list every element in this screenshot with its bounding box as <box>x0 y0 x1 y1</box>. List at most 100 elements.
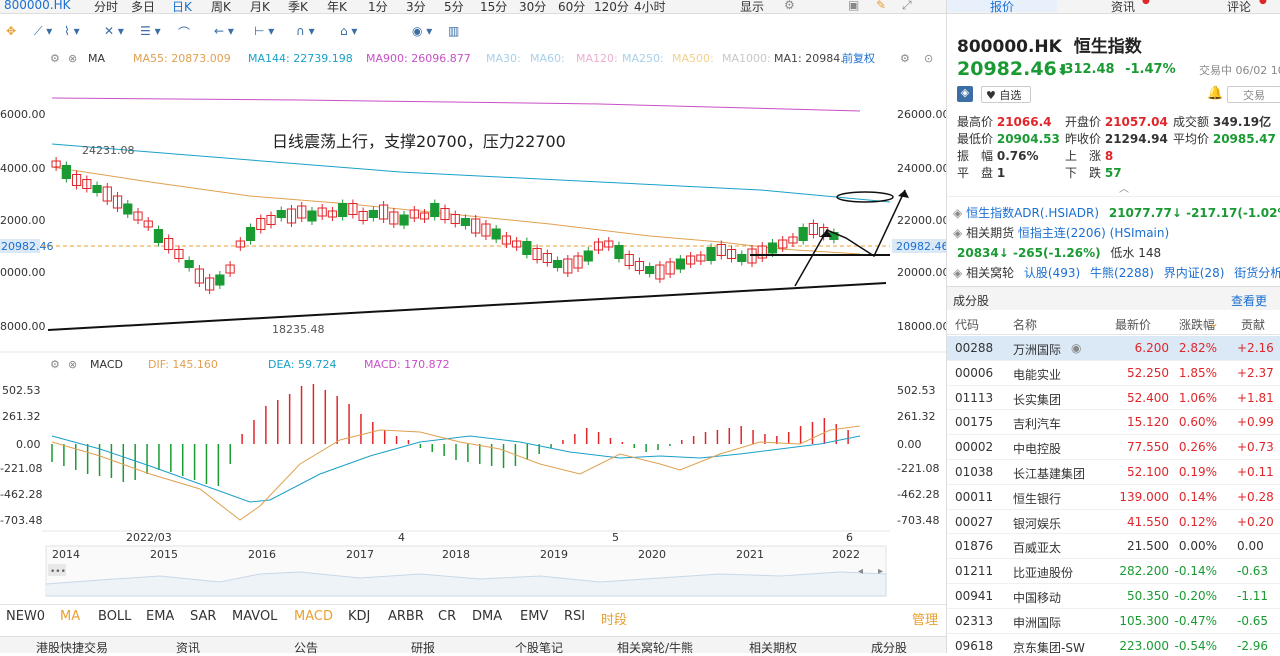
macd-close-icon[interactable]: ⊗ <box>68 358 77 371</box>
kline-chart[interactable]: ⚙ ⊗ MA MA55: 20873.009 MA144: 22739.198 … <box>0 44 950 604</box>
table-row[interactable]: 00011 恒生银行 139.000 0.14% +0.28 <box>947 485 1280 510</box>
period-30m[interactable]: 30分 <box>519 0 547 14</box>
ind-ma[interactable]: MA <box>60 609 81 624</box>
period-fen[interactable]: 分时 <box>94 0 119 14</box>
ind-kdj[interactable]: KDJ <box>348 609 371 624</box>
macd-type-label[interactable]: MACD <box>90 358 123 371</box>
bell-icon[interactable]: 🔔 <box>1207 86 1224 101</box>
period-1m[interactable]: 1分 <box>368 0 388 14</box>
footer-constituents[interactable]: 成分股 <box>871 641 908 655</box>
tab-quote[interactable]: 报价 <box>947 0 1057 14</box>
period-60m[interactable]: 60分 <box>558 0 586 14</box>
warrant-analysis-link[interactable]: 街货分析 <box>1234 266 1280 280</box>
futures-code[interactable]: (HSImain) <box>1109 226 1170 240</box>
macd-settings-icon[interactable]: ⚙ <box>50 358 60 371</box>
ray-tool-icon[interactable]: ⌇ ▾ <box>64 24 80 38</box>
eye-icon[interactable]: ◉ ▾ <box>412 24 433 38</box>
table-row[interactable]: 00175 吉利汽车 15.120 0.60% +0.99 <box>947 410 1280 436</box>
table-row[interactable]: 01211 比亚迪股份 282.200 -0.14% -0.63 <box>947 559 1280 584</box>
period-multi-day[interactable]: 多日 <box>131 0 156 14</box>
footer-research[interactable]: 研报 <box>411 641 436 655</box>
navigator-left-icon[interactable]: ◂ <box>858 566 863 577</box>
settings-icon[interactable]: ⚙ <box>784 0 795 12</box>
ind-boll[interactable]: BOLL <box>98 609 132 624</box>
ind-ema[interactable]: EMA <box>146 609 175 624</box>
ind-new0[interactable]: NEW0 <box>6 609 46 624</box>
footer-warrants[interactable]: 相关窝轮/牛熊 <box>617 641 694 655</box>
period-month-k[interactable]: 月K <box>250 0 270 14</box>
table-row[interactable]: 09618 京东集团-SW 223.000 -0.54% -2.96 <box>947 634 1280 653</box>
period-year-k[interactable]: 年K <box>327 0 347 14</box>
view-all-link[interactable]: 查看更 <box>1231 294 1268 308</box>
collapse-icon[interactable]: ︿ <box>1119 184 1129 195</box>
adr-code[interactable]: (.HSIADR) <box>1039 206 1100 220</box>
warrant-inline-link[interactable]: 界内证(28) <box>1163 266 1225 280</box>
footer-announcement[interactable]: 公告 <box>294 641 319 655</box>
table-row[interactable]: 01113 长实集团 52.400 1.06% +1.81 <box>947 386 1280 411</box>
table-row[interactable]: 00027 银河娱乐 41.550 0.12% +0.20 <box>947 510 1280 535</box>
shape-tool-icon[interactable]: ✕ ▾ <box>104 24 124 38</box>
eye-icon[interactable]: ◉ <box>1071 341 1082 355</box>
period-season-k[interactable]: 季K <box>288 0 308 14</box>
measure-icon[interactable]: ⊢ ▾ <box>254 24 275 38</box>
col-code[interactable]: 代码 <box>955 318 980 332</box>
table-row[interactable]: 01876 百威亚太 21.500 0.00% 0.00 <box>947 534 1280 560</box>
adr-link[interactable]: 恒生指数ADR <box>966 206 1040 220</box>
ind-period[interactable]: 时段 <box>601 613 628 628</box>
ind-dma[interactable]: DMA <box>472 609 503 624</box>
table-row[interactable]: 00002 中电控股 77.550 0.26% +0.73 <box>947 435 1280 460</box>
footer-options[interactable]: 相关期权 <box>749 641 798 655</box>
ind-macd[interactable]: MACD <box>294 609 333 624</box>
pencil-icon[interactable]: ✎ <box>876 0 887 12</box>
delete-icon[interactable]: ▥ <box>448 24 460 38</box>
period-3m[interactable]: 3分 <box>406 0 426 14</box>
legend-gear-icon[interactable]: ⚙ <box>900 52 910 65</box>
camera-icon[interactable]: ▣ <box>848 0 860 12</box>
trade-button[interactable]: 交易 <box>1227 86 1280 103</box>
tab-comments[interactable]: 评论 <box>1227 0 1252 14</box>
table-row[interactable]: 01038 长江基建集团 52.100 0.19% +0.11 <box>947 460 1280 485</box>
table-row[interactable]: 02313 申洲国际 105.300 -0.47% -0.65 <box>947 609 1280 634</box>
table-row[interactable]: 00941 中国移动 50.350 -0.20% -1.11 <box>947 584 1280 609</box>
col-change-pct[interactable]: 涨跌幅 <box>1179 318 1216 332</box>
footer-news[interactable]: 资讯 <box>176 641 201 655</box>
expand-icon[interactable]: ⤢ <box>902 0 912 12</box>
lock-icon[interactable]: ⌂ ▾ <box>340 24 358 38</box>
crosshair-icon[interactable]: ✥ <box>6 24 17 38</box>
table-row[interactable]: 00006 电能实业 52.250 1.85% +2.37 <box>947 361 1280 386</box>
legend-more-icon[interactable]: ⊙ <box>924 52 933 65</box>
tab-news[interactable]: 资讯 <box>1111 0 1136 14</box>
analysis-note[interactable]: 日线震荡上行，支撑20700，压力22700 <box>272 132 566 151</box>
watchlist-button[interactable]: ♥ 自选 <box>981 86 1031 103</box>
warrant-cbbc-link[interactable]: 牛熊(2288) <box>1090 266 1154 280</box>
footer-notes[interactable]: 个股笔记 <box>515 641 564 655</box>
period-120m[interactable]: 120分 <box>594 0 629 14</box>
period-5m[interactable]: 5分 <box>444 0 464 14</box>
legend-settings-icon[interactable]: ⚙ <box>50 52 60 65</box>
ind-arbr[interactable]: ARBR <box>388 609 424 624</box>
text-tool-icon[interactable]: ☰ ▾ <box>140 24 161 38</box>
col-price[interactable]: 最新价 <box>1115 318 1152 332</box>
ind-cr[interactable]: CR <box>438 609 457 624</box>
ind-sar[interactable]: SAR <box>190 609 217 624</box>
period-15m[interactable]: 15分 <box>480 0 508 14</box>
magnet-icon[interactable]: ∩ ▾ <box>296 24 315 38</box>
display-menu[interactable]: 显示 <box>740 0 765 14</box>
navigator-right-icon[interactable]: ▸ <box>878 566 883 577</box>
line-tool-icon[interactable]: ⟋ ▾ <box>34 24 53 38</box>
restore-right-button[interactable]: 前复权 <box>842 51 875 65</box>
col-name[interactable]: 名称 <box>1013 318 1038 332</box>
projection-arrow-line[interactable] <box>794 189 906 287</box>
brush-icon[interactable]: ⌒ <box>178 26 191 40</box>
ind-emv[interactable]: EMV <box>520 609 549 624</box>
chart-area[interactable]: ⚙ ⊗ MA MA55: 20873.009 MA144: 22739.198 … <box>0 44 950 604</box>
support-trend-line[interactable] <box>47 282 887 331</box>
manage-button[interactable]: 管理 <box>912 613 939 628</box>
footer-quick-trade[interactable]: 港股快捷交易 <box>36 641 109 655</box>
col-contribution[interactable]: 贡献 <box>1241 318 1266 332</box>
period-4h[interactable]: 4小时 <box>634 0 666 14</box>
warrant-call-link[interactable]: 认股(493) <box>1023 266 1081 280</box>
ind-rsi[interactable]: RSI <box>564 609 586 624</box>
ma-type-label[interactable]: MA <box>88 52 105 65</box>
futures-link[interactable]: 恒指主连(2206) <box>1017 226 1106 240</box>
